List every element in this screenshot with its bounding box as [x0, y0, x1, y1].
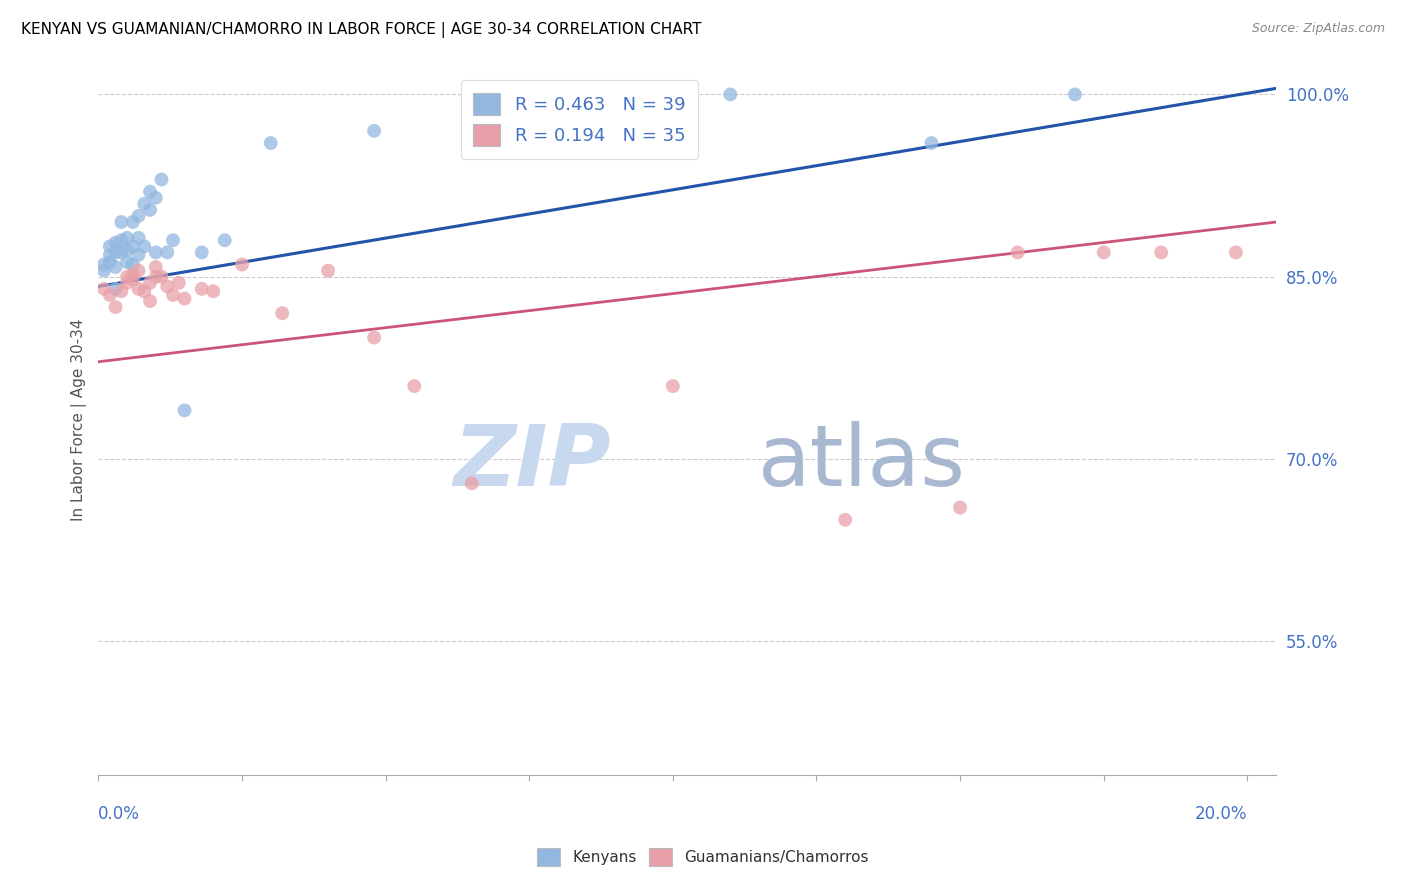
Point [115, 231, 138, 245]
Point [134, 285, 156, 299]
Point [316, 263, 339, 277]
Point [98, 239, 121, 253]
Point [104, 260, 127, 274]
Legend: R = 0.463   N = 39, R = 0.194   N = 35: R = 0.463 N = 39, R = 0.194 N = 35 [461, 80, 699, 159]
Y-axis label: In Labor Force | Age 30-34: In Labor Force | Age 30-34 [72, 318, 87, 521]
Point [121, 239, 143, 253]
Text: KENYAN VS GUAMANIAN/CHAMORRO IN LABOR FORCE | AGE 30-34 CORRELATION CHART: KENYAN VS GUAMANIAN/CHAMORRO IN LABOR FO… [21, 22, 702, 38]
Point [93, 282, 115, 296]
Point [110, 245, 132, 260]
Point [139, 202, 162, 217]
Point [260, 136, 283, 150]
Point [1150, 245, 1173, 260]
Point [162, 288, 184, 302]
Point [162, 233, 184, 247]
Point [167, 276, 190, 290]
Point [461, 87, 484, 102]
Point [662, 379, 685, 393]
Text: Source: ZipAtlas.com: Source: ZipAtlas.com [1251, 22, 1385, 36]
Text: 20.0%: 20.0% [1195, 805, 1247, 823]
Text: atlas: atlas [758, 421, 966, 504]
Point [110, 285, 132, 299]
Legend: Kenyans, Guamanians/Chamorros: Kenyans, Guamanians/Chamorros [529, 838, 877, 875]
Point [191, 245, 214, 260]
Point [98, 288, 121, 302]
Point [115, 269, 138, 284]
Point [121, 215, 143, 229]
Point [110, 215, 132, 229]
Point [156, 279, 179, 293]
Point [121, 258, 143, 272]
Point [110, 233, 132, 247]
Point [98, 248, 121, 262]
Point [363, 124, 385, 138]
Point [156, 245, 179, 260]
Point [139, 276, 162, 290]
Point [139, 185, 162, 199]
Point [150, 172, 173, 186]
Point [139, 293, 162, 308]
Point [173, 403, 195, 417]
Point [98, 255, 121, 269]
Point [128, 209, 150, 223]
Point [115, 255, 138, 269]
Point [1007, 245, 1029, 260]
Point [202, 285, 225, 299]
Point [128, 282, 150, 296]
Point [134, 196, 156, 211]
Point [173, 292, 195, 306]
Point [231, 258, 253, 272]
Point [145, 260, 167, 274]
Point [93, 258, 115, 272]
Point [93, 263, 115, 277]
Point [1225, 245, 1247, 260]
Point [1064, 87, 1087, 102]
Point [271, 306, 294, 320]
Point [134, 239, 156, 253]
Point [115, 276, 138, 290]
Point [949, 500, 972, 515]
Point [128, 263, 150, 277]
Text: 0.0%: 0.0% [98, 805, 141, 823]
Point [461, 476, 484, 491]
Point [920, 136, 942, 150]
Point [121, 272, 143, 286]
Point [104, 300, 127, 314]
Point [104, 235, 127, 250]
Point [214, 233, 236, 247]
Point [128, 231, 150, 245]
Point [104, 245, 127, 260]
Point [145, 245, 167, 260]
Point [191, 282, 214, 296]
Text: ZIP: ZIP [453, 421, 610, 504]
Point [145, 191, 167, 205]
Point [121, 267, 143, 281]
Point [145, 269, 167, 284]
Point [115, 243, 138, 257]
Point [1092, 245, 1115, 260]
Point [150, 269, 173, 284]
Point [104, 282, 127, 296]
Point [834, 513, 856, 527]
Point [404, 379, 426, 393]
Point [363, 330, 385, 344]
Point [128, 248, 150, 262]
Point [718, 87, 741, 102]
